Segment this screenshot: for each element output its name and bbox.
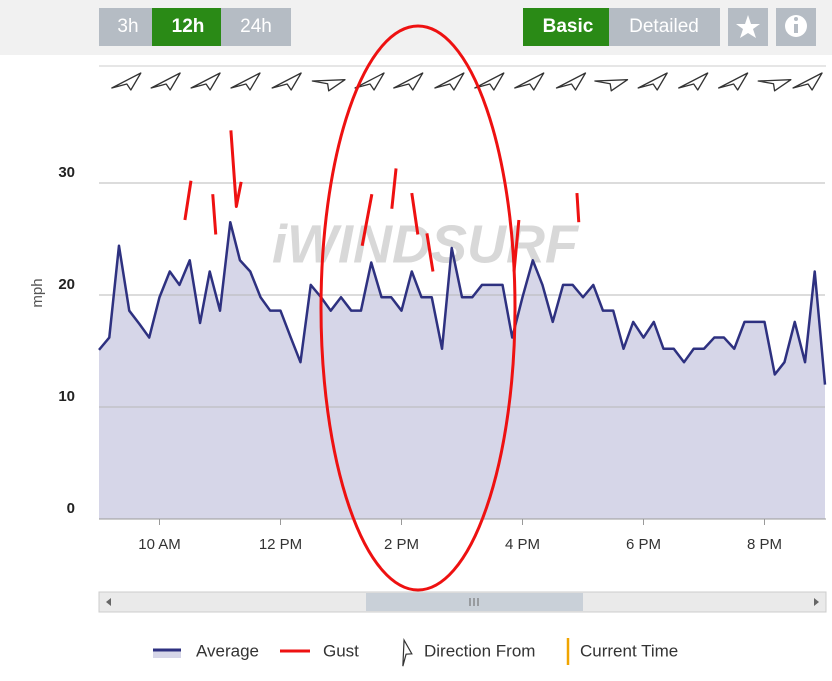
direction-arrow [311,79,346,92]
direction-arrow [150,72,181,91]
view-label: Detailed [629,16,699,37]
legend-swatch [153,649,181,658]
direction-arrow [792,72,823,91]
scroll-left[interactable] [106,598,111,606]
range-button[interactable] [152,8,221,46]
x-tick-label: 2 PM [384,536,419,553]
y-tick-label: 10 [58,388,75,405]
direction-arrow [757,79,792,92]
direction-arrow [230,72,261,91]
x-tick-label: 6 PM [626,536,661,553]
direction-arrow [594,79,629,92]
info-icon-dot [794,17,798,21]
legend-arrow [402,637,413,667]
series-line [183,130,581,272]
direction-arrow [555,72,587,91]
direction-arrow [474,72,505,91]
direction-arrow [271,72,302,91]
x-tick-label: 10 AM [138,536,181,553]
y-tick-label: 20 [58,276,75,293]
scrollbar-grip [469,598,479,606]
view-button[interactable] [609,8,720,46]
direction-arrow [678,72,709,91]
direction-arrow [354,72,385,91]
series-line [98,220,827,385]
view-button[interactable] [523,8,609,46]
range-button[interactable] [99,8,152,46]
direction-arrow [190,72,221,91]
legend-label: Current Time [580,641,678,660]
y-tick-label: 0 [67,500,75,517]
y-tick-label: 30 [58,164,75,181]
view-label: Basic [543,16,594,37]
direction-arrow [717,72,749,91]
area [99,222,825,519]
scroll-right[interactable] [814,598,819,606]
direction-arrow [637,72,668,91]
legend-label: Direction From [424,641,535,660]
x-tick-label: 8 PM [747,536,782,553]
direction-arrow [111,72,142,91]
x-tick-label: 12 PM [259,536,302,553]
range-label: 24h [240,16,272,37]
direction-arrow [434,72,465,91]
legend-label: Gust [323,641,359,660]
star-icon [736,15,760,38]
y-axis-label: mph [29,278,46,307]
x-tick-label: 4 PM [505,536,540,553]
legend-label: Average [196,641,259,660]
direction-arrow [514,72,545,91]
highlight-ellipse [319,24,517,592]
info-icon-bar [794,24,798,33]
range-button[interactable] [221,8,291,46]
range-label: 3h [117,16,138,37]
direction-arrow [393,72,424,91]
range-label: 12h [172,16,205,37]
